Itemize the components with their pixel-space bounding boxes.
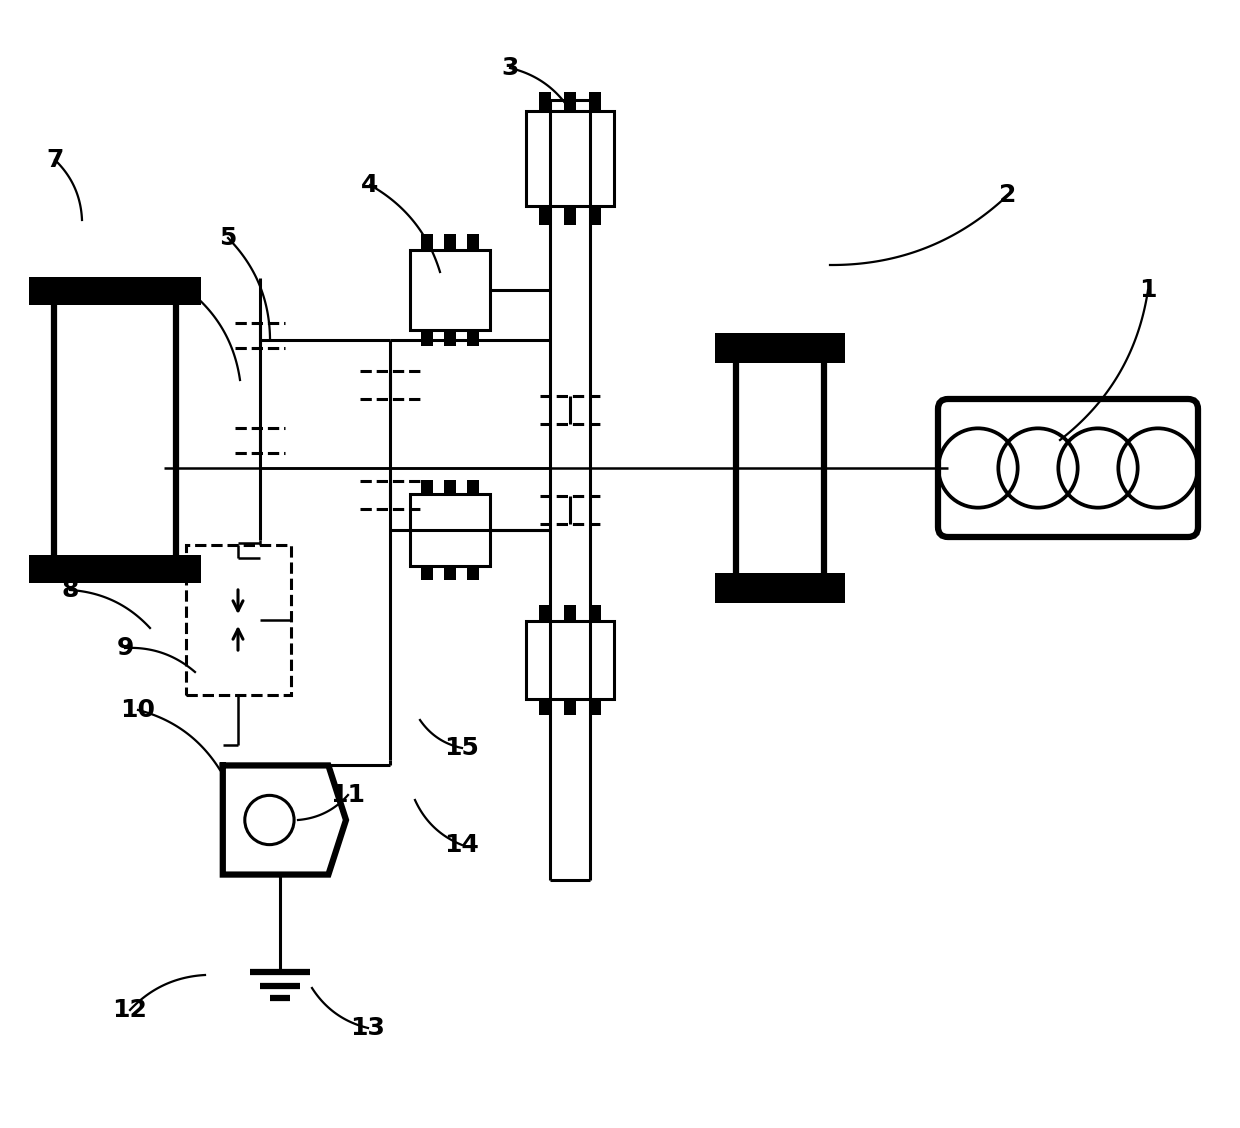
Bar [444,566,456,581]
Bar [422,479,433,494]
Bar [538,699,551,715]
Text: 13: 13 [351,1016,386,1040]
Text: 7: 7 [46,148,63,171]
Bar [564,606,577,622]
Bar [186,545,290,695]
Bar [410,250,490,331]
Bar [589,606,601,622]
Bar [589,91,601,111]
Text: 8: 8 [61,578,78,602]
Text: 12: 12 [113,998,148,1022]
Bar [444,331,456,346]
Bar [410,494,490,566]
Text: 14: 14 [445,832,480,857]
Bar [422,233,433,250]
Bar [467,233,479,250]
Text: 10: 10 [120,698,155,722]
Bar [589,205,601,224]
Bar [715,333,844,363]
Text: 11: 11 [331,783,366,807]
Bar [422,331,433,346]
Bar [526,622,614,699]
Bar [564,91,577,111]
Bar [589,699,601,715]
Bar [467,479,479,494]
Text: 5: 5 [219,226,237,250]
Bar [467,331,479,346]
Bar [526,111,614,205]
Bar [715,573,844,603]
Bar [538,606,551,622]
Text: 3: 3 [501,56,518,80]
Bar [467,566,479,581]
Bar [444,479,456,494]
Text: 9: 9 [117,636,134,660]
Bar [29,277,201,305]
Bar [422,566,433,581]
Bar [564,205,577,224]
Bar [564,699,577,715]
Bar [538,205,551,224]
Text: 2: 2 [999,183,1017,208]
Text: 6: 6 [180,277,197,302]
Text: 1: 1 [1140,277,1157,302]
Bar [444,233,456,250]
Text: 4: 4 [361,173,378,197]
Text: 15: 15 [445,735,480,760]
Bar [29,555,201,583]
Bar [538,91,551,111]
